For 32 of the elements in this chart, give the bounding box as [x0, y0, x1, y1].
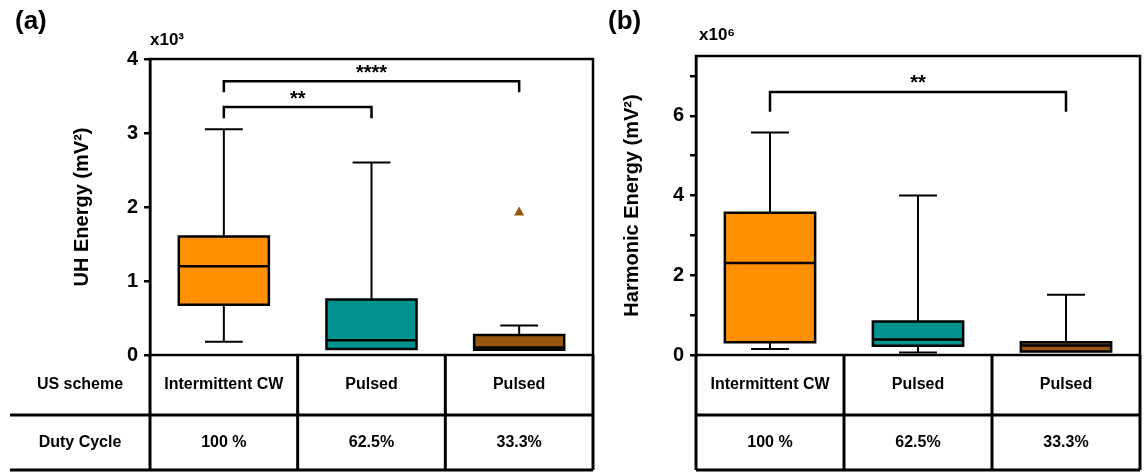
y-axis-title: UH Energy (mV²) — [69, 127, 92, 287]
y-tick-label: 2 — [672, 262, 684, 285]
y-tick-label: 4 — [672, 183, 685, 206]
y-tick-label: 3 — [126, 120, 138, 143]
text: 62.5% — [895, 432, 941, 450]
y-tick-label: 6 — [672, 103, 684, 126]
y-tick-label: 0 — [672, 342, 684, 365]
annotation: ** — [910, 71, 926, 94]
y-tick-label: 0 — [126, 342, 138, 365]
x-tick-label: Pulsed — [492, 375, 546, 393]
x-tick-label: Pulsed — [345, 375, 398, 393]
y-tick-label: 1 — [126, 268, 138, 291]
x-tick-label: Pulsed — [1039, 375, 1093, 393]
text: x10³ — [150, 29, 185, 49]
text: 33.3% — [496, 432, 542, 450]
y-tick-label: 4 — [126, 46, 139, 69]
annotation: ** — [289, 86, 306, 109]
text: 100 % — [201, 432, 247, 450]
y-axis-title: Harmonic Energy (mV²) — [619, 94, 642, 317]
x-tick-label: Pulsed — [891, 375, 945, 393]
x-tick-label: Intermittent CW — [164, 375, 285, 393]
text: 100 % — [747, 432, 793, 450]
chart-title: (b) — [608, 5, 642, 36]
text: x10⁶ — [699, 24, 736, 44]
y-tick-label: 2 — [126, 194, 138, 217]
x-tick-label: Intermittent CW — [710, 375, 831, 393]
annotation: **** — [355, 60, 388, 83]
text: Duty Cycle — [38, 432, 122, 450]
text: 33.3% — [1043, 432, 1089, 450]
chart-title: (a) — [15, 5, 47, 36]
text: 62.5% — [348, 432, 395, 450]
text: US scheme — [36, 375, 124, 393]
